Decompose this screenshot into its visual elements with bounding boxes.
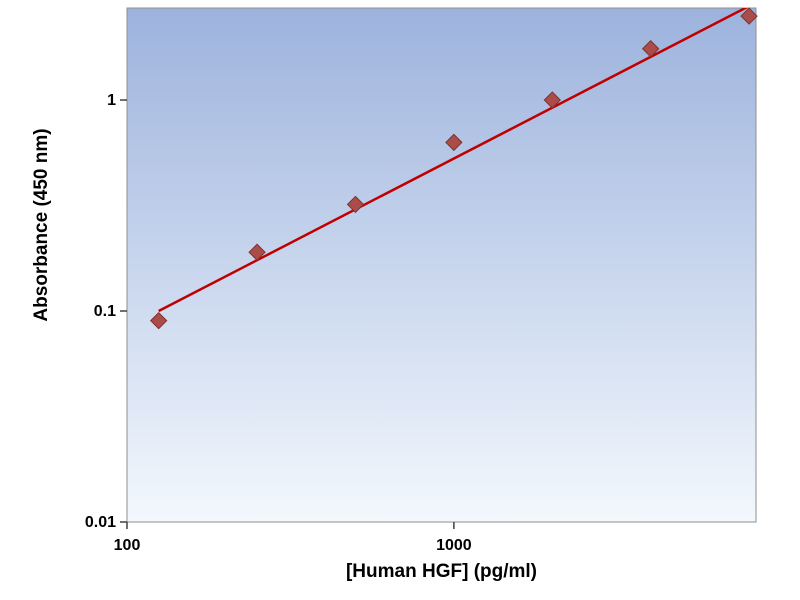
y-tick-label: 0.1: [94, 303, 116, 320]
data-point-marker: [740, 7, 758, 25]
data-point-marker: [641, 40, 660, 58]
y-tick-label: 1: [107, 92, 116, 109]
data-point-marker: [149, 311, 168, 330]
plot-layer: 100 1000 0.01 0.1 1: [85, 7, 758, 554]
y-axis-title: Absorbance (450 nm): [31, 128, 52, 322]
x-tick-label: 1000: [436, 537, 472, 554]
data-point-marker: [543, 91, 561, 109]
data-point-marker: [346, 195, 365, 214]
y-tick-label: 0.01: [85, 514, 116, 531]
data-point-marker: [445, 133, 463, 152]
plot-area: [126, 7, 757, 523]
data-point-marker: [248, 243, 266, 261]
x-axis-title: [Human HGF] (pg/ml): [345, 561, 538, 582]
x-tick-label: 100: [114, 537, 141, 554]
